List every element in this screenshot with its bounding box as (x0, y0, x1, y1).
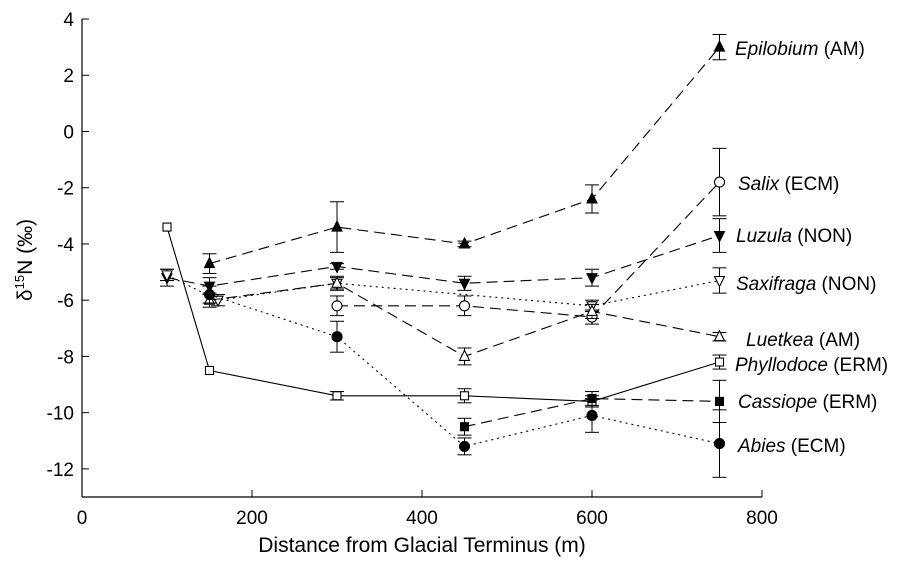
data-point (331, 300, 343, 312)
y-tick-label: -10 (47, 404, 74, 425)
series-line (209, 282, 720, 358)
data-point (714, 357, 725, 367)
series-epilobium (202, 33, 727, 274)
series-salix (330, 147, 727, 325)
data-point (586, 191, 598, 204)
y-tick-label: 0 (63, 122, 74, 143)
series-line (209, 46, 720, 265)
series-label-group: (AM) (814, 330, 860, 351)
series-label-group: (ERM) (817, 392, 877, 413)
series-label-species: Epilobium (735, 39, 818, 60)
series-label-species: Salix (738, 174, 781, 195)
x-tick-label: 400 (406, 508, 438, 529)
series-label-species: Abies (737, 436, 786, 457)
series-line (166, 226, 720, 402)
data-point (331, 261, 343, 274)
x-tick-label: 600 (576, 508, 608, 529)
data-point (458, 278, 471, 291)
series-line (166, 274, 720, 307)
series-abies (202, 285, 727, 478)
data-point (331, 331, 343, 343)
data-point (586, 409, 598, 422)
data-point (714, 396, 725, 406)
y-axis-label: δ15N (‰) (12, 219, 37, 301)
series-saxifraga (160, 267, 727, 314)
series-label-phyllodoce: Phyllodoce (ERM) (735, 355, 888, 376)
x-tick-label: 0 (77, 508, 88, 529)
data-point (458, 349, 471, 361)
series-label-group: (NON) (816, 274, 876, 295)
series-label-cassiope: Cassiope (ERM) (738, 392, 877, 413)
x-tick-label: 800 (746, 508, 778, 529)
series-label-species: Luetkea (746, 330, 814, 351)
series-luetkea (202, 275, 727, 366)
series-label-luetkea: Luetkea (AM) (746, 330, 860, 351)
y-tick-label: -2 (57, 179, 74, 200)
series-label-group: (ECM) (786, 436, 846, 457)
series-labels: Epilobium (AM)Salix (ECM)Luzula (NON)Sax… (735, 39, 888, 457)
data-point (713, 230, 726, 243)
series-phyllodoce (162, 222, 727, 408)
series-line (166, 234, 720, 287)
y-tick-label: -12 (47, 460, 74, 481)
data-point (458, 300, 471, 312)
series-line (337, 181, 720, 318)
data-point (458, 440, 471, 452)
y-tick-label: -6 (57, 291, 74, 312)
data-point (713, 329, 726, 342)
series-label-species: Saxifraga (736, 274, 816, 295)
data-point (713, 176, 726, 188)
axes: 0 200 400 600 800 4 2 0 -2 -4 -6 -8 -10 -12 (47, 10, 778, 529)
series-line (464, 398, 720, 428)
data-point (586, 304, 598, 316)
y-tick-label: -8 (57, 347, 74, 368)
series-label-abies: Abies (ECM) (737, 436, 846, 457)
data-point (713, 438, 726, 450)
data-point (161, 270, 173, 283)
series-label-epilobium: Epilobium (AM) (735, 39, 865, 60)
series-label-species: Cassiope (738, 392, 817, 413)
series-label-salix: Salix (ECM) (738, 174, 839, 195)
series-label-species: Phyllodoce (735, 355, 828, 376)
x-tick-label: 200 (236, 508, 268, 529)
data-point (162, 222, 172, 232)
series-label-group: (ERM) (828, 355, 888, 376)
x-axis-label: Distance from Glacial Terminus (m) (258, 534, 586, 557)
y-tick-label: 4 (63, 10, 74, 31)
data-point (204, 365, 215, 376)
data-point (458, 236, 471, 249)
series-label-group: (NON) (792, 226, 852, 247)
data-point (586, 273, 598, 285)
data-point (331, 276, 343, 288)
series-luzula (160, 218, 727, 296)
data-point (713, 275, 726, 288)
data-point (203, 289, 216, 301)
plot-series (160, 33, 727, 478)
series-label-group: (AM) (818, 39, 864, 60)
y-axis-label-delta: δ (14, 289, 37, 301)
y-axis-label-superscript: 15 (12, 275, 27, 289)
series-label-luzula: Luzula (NON) (736, 226, 852, 247)
data-point (332, 391, 342, 401)
y-tick-label: -4 (57, 235, 74, 256)
y-tick-label: 2 (63, 66, 74, 87)
data-point (212, 295, 224, 308)
series-label-saxifraga: Saxifraga (NON) (736, 274, 876, 295)
data-point (459, 391, 470, 401)
y-axis-label-main: N (‰) (14, 219, 37, 275)
data-point (459, 422, 470, 432)
data-point (713, 39, 726, 52)
series-label-group: (ECM) (779, 174, 839, 195)
data-point (331, 219, 343, 232)
data-point (203, 256, 216, 269)
series-label-species: Luzula (736, 226, 792, 247)
